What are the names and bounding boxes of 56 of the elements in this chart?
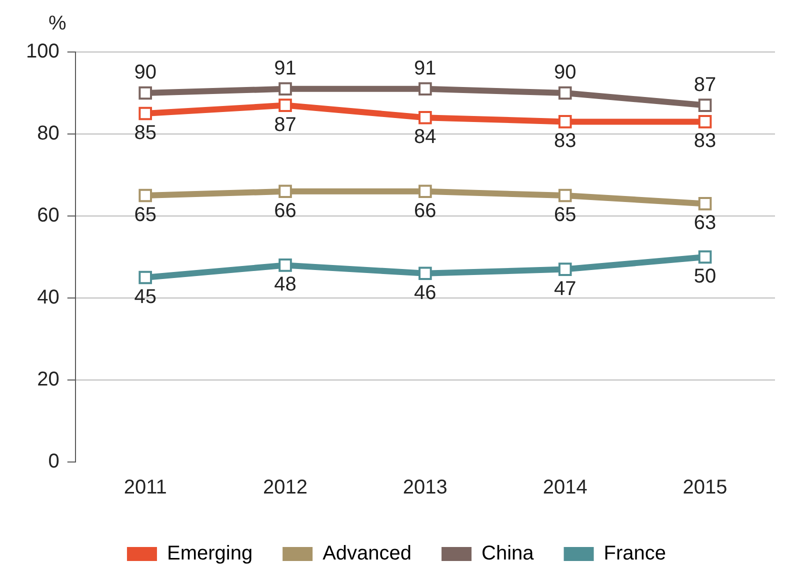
y-tick-label: 60 — [37, 204, 60, 227]
data-label: 45 — [134, 286, 156, 308]
data-label: 47 — [554, 278, 576, 300]
point — [558, 188, 572, 202]
point — [418, 266, 432, 280]
point — [418, 110, 432, 124]
data-label: 46 — [414, 282, 436, 304]
point — [278, 98, 292, 112]
data-label: 87 — [274, 114, 296, 136]
x-tick-label: 2013 — [402, 476, 448, 499]
y-axis-title: % — [48, 12, 66, 35]
data-label: 48 — [274, 274, 296, 296]
point — [698, 197, 712, 210]
x-tick-label: 2015 — [682, 476, 728, 499]
data-label: 50 — [694, 266, 716, 288]
y-tick-label: 0 — [48, 450, 60, 473]
point — [278, 82, 292, 96]
point — [698, 115, 712, 128]
x-tick-label: 2014 — [542, 476, 588, 499]
point — [418, 184, 432, 198]
point — [698, 250, 712, 264]
legend-label: Advanced — [322, 542, 412, 565]
data-label: 87 — [694, 74, 716, 96]
data-label: 65 — [134, 204, 156, 226]
y-tick-label: 100 — [26, 40, 60, 63]
point — [278, 258, 292, 272]
data-label: 90 — [134, 62, 156, 84]
point — [558, 262, 572, 276]
point — [138, 86, 152, 100]
data-label: 65 — [554, 204, 576, 226]
legend-label: France — [604, 542, 666, 565]
data-label: 66 — [414, 200, 436, 222]
y-tick-label: 20 — [37, 368, 60, 391]
point — [558, 115, 572, 128]
data-label: 91 — [414, 57, 436, 80]
data-label: 85 — [134, 122, 156, 144]
data-label: 83 — [694, 130, 716, 152]
point — [418, 82, 432, 96]
point — [138, 106, 152, 120]
x-tick-label: 2012 — [263, 476, 308, 499]
y-tick-label: 80 — [37, 122, 60, 145]
point — [138, 188, 152, 202]
data-label: 63 — [694, 212, 716, 234]
x-tick-label: 2011 — [124, 476, 167, 499]
y-tick-label: 40 — [37, 286, 60, 309]
data-label: 90 — [554, 62, 576, 84]
data-label: 91 — [274, 57, 296, 80]
point — [558, 86, 572, 100]
legend-label: China — [482, 542, 535, 565]
point — [138, 270, 152, 284]
data-label: 66 — [274, 200, 296, 222]
legend-label: Emerging — [166, 542, 253, 565]
point — [698, 98, 712, 112]
point — [278, 184, 292, 198]
data-label: 83 — [554, 130, 576, 152]
data-label: 84 — [414, 126, 436, 148]
